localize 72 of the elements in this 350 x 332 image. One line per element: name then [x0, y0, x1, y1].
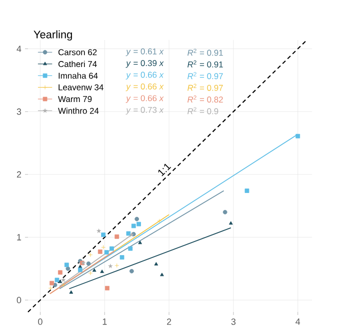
point — [58, 280, 62, 284]
point — [86, 261, 91, 266]
point — [138, 240, 142, 244]
point — [228, 221, 233, 225]
annotation: R$^{2}$ = 0.82 — [188, 96, 223, 103]
point — [88, 252, 93, 258]
legend-label: Imnaha 64 — [58, 72, 98, 79]
point — [69, 290, 74, 294]
annotation: y = 0.66 x — [126, 95, 164, 103]
annotation: y = 0.66 x — [126, 72, 164, 80]
annotation: y = 0.66 x — [126, 84, 164, 92]
point — [66, 266, 70, 271]
point — [104, 250, 109, 255]
point — [96, 228, 102, 234]
point — [129, 268, 134, 274]
point — [136, 222, 141, 226]
x-tick-label: 3 — [231, 318, 236, 325]
point — [50, 280, 54, 286]
point — [58, 270, 62, 275]
point — [110, 246, 114, 251]
point — [131, 224, 136, 228]
point — [78, 268, 82, 272]
point — [126, 231, 131, 236]
legend-label: Winthro 24 — [58, 108, 99, 114]
point — [101, 232, 106, 237]
point — [134, 216, 140, 222]
point — [105, 286, 110, 290]
x-tick-label: 1 — [102, 318, 107, 325]
point — [64, 262, 69, 268]
y-tick-label: 3 — [16, 108, 22, 115]
x-tick-label: 4 — [296, 318, 300, 325]
legend-label: Leavenw 34 — [58, 84, 104, 90]
annotation: R$^{2}$ = 0.9 — [188, 107, 218, 114]
point — [128, 246, 133, 251]
point — [120, 255, 124, 260]
point — [61, 282, 66, 288]
legend-label: Warm 79 — [58, 96, 92, 102]
point — [88, 270, 93, 276]
point — [101, 245, 106, 250]
legend-label: Carson 62 — [58, 49, 97, 56]
annotation: y = 0.73 x — [126, 106, 164, 115]
point — [92, 268, 96, 272]
point — [157, 218, 162, 224]
point — [244, 188, 250, 193]
y-tick-label: 2 — [16, 171, 22, 178]
point — [160, 272, 164, 276]
point — [108, 264, 113, 268]
point — [100, 270, 104, 273]
point — [48, 286, 53, 290]
y-tick-label: 0 — [16, 296, 22, 304]
x-tick-label: 2 — [166, 318, 172, 325]
point — [54, 278, 60, 282]
legend-title: Yearling — [34, 30, 72, 41]
y-tick-label: 4 — [16, 46, 22, 52]
annotation: R$^{2}$ = 0.97 — [188, 72, 223, 80]
point — [114, 263, 120, 268]
point — [60, 277, 66, 282]
annotation: 1:1 — [158, 164, 172, 176]
point — [222, 210, 228, 214]
annotation: y = 0.61 x — [126, 48, 164, 56]
annotation: y = 0.39 x — [126, 60, 164, 68]
point — [154, 262, 158, 266]
annotation: R$^{2}$ = 0.97 — [188, 84, 223, 91]
point — [52, 282, 58, 288]
annotation: R$^{2}$ = 0.91 — [188, 48, 223, 56]
y-tick-label: 1 — [17, 234, 22, 240]
point — [114, 234, 120, 239]
legend-label: Catheri 74 — [58, 60, 97, 68]
x-tick-label: 0 — [38, 318, 42, 325]
point — [98, 250, 102, 254]
point — [296, 134, 300, 138]
annotation: R$^{2}$ = 0.91 — [188, 60, 223, 68]
